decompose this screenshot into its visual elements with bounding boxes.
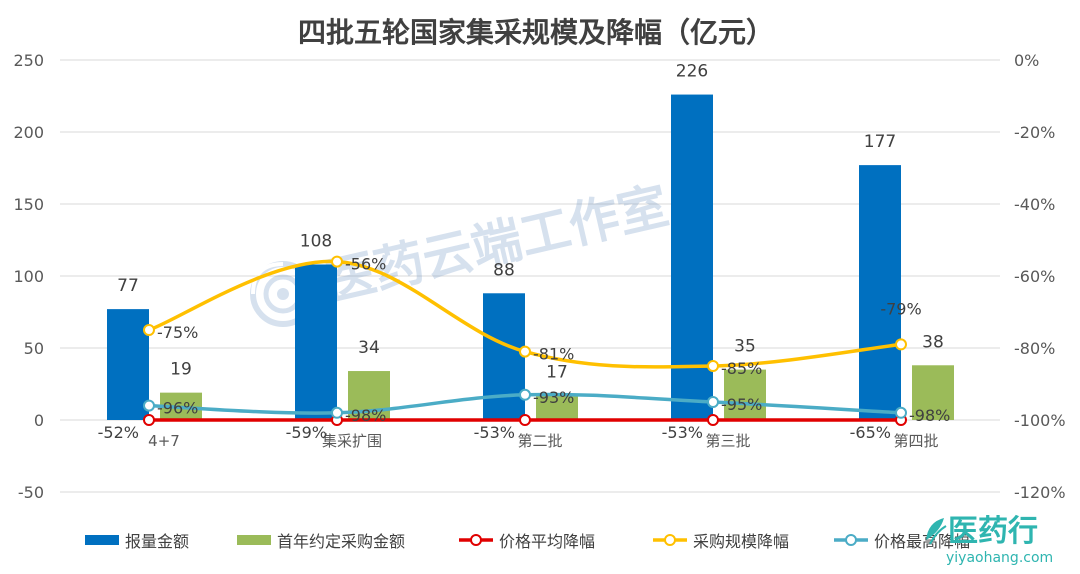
left-tick-label: 100 [13,267,44,286]
left-tick-label: 200 [13,123,44,142]
brand-name: 医药行 [948,514,1038,549]
bar-value-label: 226 [676,62,708,82]
right-axis-ticks: 0% -20% -40% -60% -80% -100% -120% [1014,51,1066,502]
line-point [519,388,531,401]
bar [295,264,337,420]
line-point [331,406,343,419]
leaf-logo-icon [926,518,947,545]
left-tick-label: 150 [13,195,44,214]
line-value-label: -52% [98,423,139,442]
line-value-label: -56% [345,255,386,274]
line-point [143,324,155,336]
bar-value-label: 38 [922,332,944,352]
category-labels: 4+7 集采扩围 第二批 第三批 第四批 [148,432,938,450]
line-value-label: -75% [157,323,198,342]
bar-value-label: 35 [734,337,756,357]
line-point [331,255,343,268]
right-tick-label: -100% [1014,411,1066,430]
bar [536,395,578,420]
bar-value-label: 88 [493,260,515,280]
line-point [519,414,531,426]
chart-title: 四批五轮国家集采规模及降幅（亿元） [298,16,774,49]
legend-label: 价格最高降幅 [874,532,970,551]
line-value-label: -65% [850,423,891,442]
line-value-label: -85% [721,359,762,378]
right-tick-label: -60% [1014,267,1055,286]
line-value-label: -59% [286,423,327,442]
legend-label: 采购规模降幅 [693,532,789,551]
line-value-label: -95% [721,395,762,414]
legend-label: 价格平均降幅 [499,532,595,551]
left-tick-label: 50 [24,339,44,358]
line-point [519,345,531,358]
bar-value-label: 19 [170,360,192,380]
legend-marker [845,534,857,546]
brand-logo: 医药行 yiyaohang.com [926,514,1053,566]
left-axis-ticks: 250 200 150 100 50 0 -50 [13,51,44,502]
category-label: 第四批 [893,432,938,450]
line-point [143,414,155,426]
lines-layer [143,255,907,426]
bar [859,165,901,420]
line-value-label: -98% [345,406,386,425]
left-tick-label: -50 [18,483,44,502]
line-value-label: -98% [909,406,950,425]
line-value-label: -96% [157,399,198,418]
legend-label: 首年约定采购金额 [277,532,405,551]
line-point [895,338,907,351]
bar-value-label: 177 [864,132,896,152]
legend-swatch [237,535,271,545]
line-point [707,360,719,372]
legend-marker [664,534,676,546]
bar-value-label: 34 [358,338,380,358]
right-tick-label: -40% [1014,195,1055,214]
bar-value-label: 17 [546,363,568,383]
category-label: 第三批 [705,432,750,450]
category-label: 4+7 [148,432,180,450]
bar [107,309,149,420]
line-value-label: -53% [474,423,515,442]
legend-label: 报量金额 [125,532,189,551]
line-value-label: -79% [880,299,921,318]
right-tick-label: -20% [1014,123,1055,142]
line-point [143,399,155,412]
line-point [707,396,719,408]
line-point [707,414,719,426]
legend-swatch [85,535,119,545]
legend: 报量金额 首年约定采购金额 价格平均降幅 采购规模降幅 价格最高降幅 [85,532,970,551]
line-value-label: -53% [662,423,703,442]
watermark-text: 医药云端工作室 [320,176,674,311]
line-value-label: -81% [533,345,574,364]
category-label: 第二批 [517,432,562,450]
bar [671,94,713,420]
bar [483,293,525,420]
legend-marker [470,534,482,546]
line-point [895,406,907,419]
brand-url: yiyaohang.com [946,550,1053,566]
bar [724,369,766,420]
right-tick-label: -120% [1014,483,1066,502]
right-tick-label: 0% [1014,51,1039,70]
bar-value-label: 77 [117,276,139,296]
category-label: 集采扩围 [322,432,382,450]
left-tick-label: 0 [34,411,44,430]
bar [912,365,954,420]
left-tick-label: 250 [13,51,44,70]
right-tick-label: -80% [1014,339,1055,358]
bar-value-label: 108 [300,231,332,251]
line-value-label: -93% [533,388,574,407]
